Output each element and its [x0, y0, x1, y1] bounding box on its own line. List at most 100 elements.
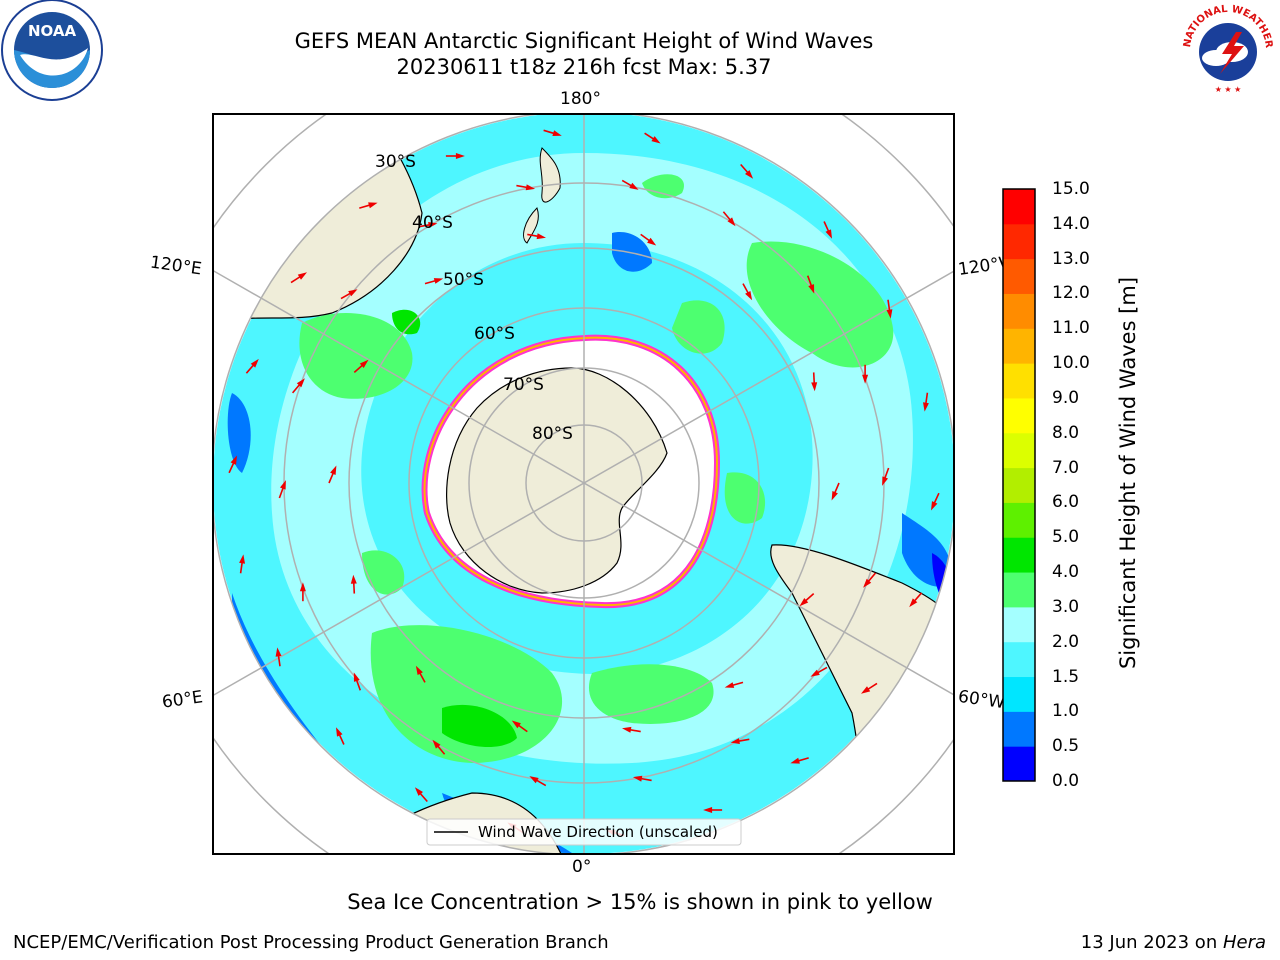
wind-wave-arrowhead: [455, 153, 465, 159]
wind-wave-arrowhead: [280, 480, 286, 490]
lon-label-upper-left: 120°E: [148, 252, 203, 280]
colorbar-tick-label: 12.0: [1052, 283, 1090, 304]
lon-label-lower-right: 60°W: [956, 686, 1007, 714]
noaa-logo-text: NOAA: [28, 22, 77, 40]
footer-date: 13 Jun 2023 on Hera: [1080, 932, 1266, 953]
map-legend: Wind Wave Direction (unscaled): [426, 818, 742, 846]
colorbar-tick-label: 1.0: [1052, 701, 1080, 722]
colorbar-band: [1003, 746, 1035, 782]
colorbar-tick-label: 11.0: [1052, 318, 1090, 339]
wind-wave-arrowhead: [808, 284, 815, 294]
wind-wave-arrowhead: [724, 682, 735, 688]
lat-label-50s: 50°S: [443, 270, 484, 290]
wind-wave-arrowhead: [703, 807, 713, 813]
noaa-logo-icon: NOAA: [1, 0, 103, 101]
wind-wave-arrowhead: [730, 738, 740, 744]
footer-credit: NCEP/EMC/Verification Post Processing Pr…: [13, 932, 609, 953]
colorbar-band: [1003, 641, 1035, 678]
colorbar-tick-label: 7.0: [1052, 457, 1080, 478]
colorbar-band: [1003, 676, 1035, 712]
wind-wave-arrowhead: [923, 402, 929, 412]
wind-wave-arrowhead: [511, 720, 521, 729]
colorbar-tick-label: 0.0: [1052, 771, 1080, 791]
wind-wave-arrowhead: [250, 358, 259, 368]
antarctica-land: [446, 367, 668, 594]
wind-wave-arrowhead: [299, 582, 306, 592]
wind-wave-arrowhead: [330, 465, 337, 475]
map-frame: [212, 113, 955, 855]
colorbar-tick-label: 9.0: [1052, 387, 1080, 408]
graticule: [213, 114, 954, 854]
colorbar-band: [1003, 363, 1035, 399]
wind-wave-arrowhead: [350, 574, 357, 584]
wind-wave-arrowhead: [297, 272, 307, 280]
colorbar-tick-label: 8.0: [1052, 422, 1080, 443]
colorbar-band: [1003, 223, 1035, 260]
colorbar: [1002, 188, 1036, 782]
colorbar-tick-label: 1.5: [1052, 666, 1080, 687]
svg-text:★ ★ ★: ★ ★ ★: [1215, 85, 1242, 94]
wind-wave-arrowhead: [275, 647, 282, 657]
footer-machine: Hera: [1222, 932, 1266, 953]
wind-wave-arrowhead: [861, 686, 871, 694]
wind-wave-arrowhead: [536, 233, 546, 240]
lat-label-40s: 40°S: [412, 213, 453, 233]
wind-wave-arrowhead: [296, 378, 305, 388]
colorbar-label: Significant Height of Wind Waves [m]: [1116, 276, 1140, 670]
wind-wave-arrowhead: [629, 182, 639, 190]
wind-wave-arrowhead: [622, 726, 632, 733]
wind-wave-arrowhead: [799, 598, 809, 607]
wind-wave-arrowhead: [348, 289, 358, 297]
colorbar-tick-label: 13.0: [1052, 248, 1090, 269]
colorbar-tick-label: 2.0: [1052, 631, 1080, 652]
wind-wave-arrowhead: [414, 787, 423, 796]
sea-ice-note: Sea Ice Concentration > 15% is shown in …: [347, 890, 933, 914]
wind-wave-arrowhead: [931, 501, 938, 511]
wind-wave-arrowhead: [552, 130, 562, 136]
chart-title: GEFS MEAN Antarctic Significant Height o…: [294, 29, 874, 53]
wind-wave-arrowhead: [632, 775, 643, 782]
chart-subtitle: 20230611 t18z 216h fcst Max: 5.37: [396, 55, 772, 79]
colorbar-tick-label: 0.5: [1052, 736, 1080, 757]
colorbar-band: [1003, 502, 1035, 538]
wind-wave-arrowhead: [745, 291, 753, 301]
colorbar-tick-label: 6.0: [1052, 492, 1080, 513]
colorbar-tick-label: 4.0: [1052, 562, 1080, 583]
wind-wave-arrowhead: [745, 170, 754, 179]
colorbar-tick-label: 15.0: [1052, 179, 1090, 199]
colorbar-band: [1003, 606, 1035, 643]
polar-map: Wind Wave Direction (unscaled): [212, 113, 955, 855]
wind-wave-arrowhead: [863, 578, 872, 588]
colorbar-band: [1003, 537, 1035, 573]
colorbar-tick-label: 10.0: [1052, 353, 1090, 374]
wind-wave-arrowhead: [831, 491, 838, 501]
wind-wave-arrowhead: [433, 278, 444, 284]
colorbar-tick-label: 3.0: [1052, 596, 1080, 617]
lon-label-lower-left: 60°E: [160, 687, 205, 713]
wind-wave-arrowhead: [790, 757, 800, 764]
national-weather-service-logo-icon: NATIONAL WEATHER SERVICE ★ ★ ★: [1176, 0, 1275, 97]
lat-label-60s: 60°S: [474, 324, 515, 344]
wind-wave-arrowhead: [336, 727, 343, 737]
colorbar-band: [1003, 572, 1035, 608]
wind-wave-arrowhead: [432, 739, 441, 749]
wind-wave-arrowhead: [811, 382, 818, 392]
lon-label-bottom: 0°: [572, 857, 592, 877]
wind-wave-arrowhead: [239, 554, 245, 564]
colorbar-band: [1003, 189, 1035, 225]
wind-wave-arrowhead: [428, 222, 438, 228]
wind-wave-arrowhead: [368, 202, 378, 209]
lon-label-top: 180°: [560, 89, 601, 109]
wind-wave-arrowhead: [727, 217, 736, 227]
wind-wave-arrowhead: [651, 136, 661, 144]
legend-label: Wind Wave Direction (unscaled): [478, 823, 718, 841]
wind-wave-arrowhead: [810, 669, 820, 677]
colorbar-band: [1003, 711, 1035, 747]
wind-wave-arrowhead: [647, 237, 657, 246]
wind-wave-arrowhead: [909, 598, 918, 608]
wind-wave-arrowhead: [230, 455, 237, 465]
colorbar-band: [1003, 467, 1035, 503]
colorbar-band: [1003, 397, 1035, 434]
colorbar-band: [1003, 293, 1035, 329]
wind-wave-arrowhead: [525, 184, 536, 191]
